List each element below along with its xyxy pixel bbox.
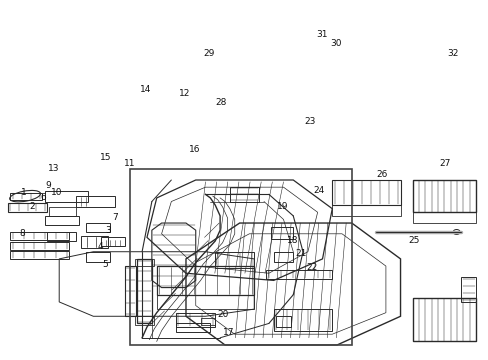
- Text: 7: 7: [112, 213, 118, 222]
- Text: 1: 1: [21, 188, 27, 197]
- Text: 23: 23: [304, 117, 315, 126]
- Text: 15: 15: [100, 153, 111, 162]
- Text: 3: 3: [105, 226, 111, 235]
- Text: 5: 5: [102, 260, 108, 269]
- Text: 2: 2: [29, 202, 35, 211]
- Text: 31: 31: [315, 30, 326, 39]
- Text: 32: 32: [447, 49, 458, 58]
- Text: 10: 10: [51, 188, 62, 197]
- Text: 22: 22: [305, 264, 317, 273]
- Text: 6: 6: [41, 193, 46, 202]
- Text: 18: 18: [286, 236, 297, 245]
- Text: 26: 26: [376, 170, 387, 179]
- Text: 4: 4: [98, 242, 103, 251]
- Text: 25: 25: [407, 236, 419, 245]
- Text: 30: 30: [330, 39, 341, 48]
- Text: 12: 12: [179, 89, 190, 98]
- Text: 8: 8: [20, 229, 25, 238]
- Text: 21: 21: [294, 249, 305, 258]
- Text: 29: 29: [203, 49, 215, 58]
- Text: 20: 20: [216, 310, 228, 319]
- Text: 9: 9: [45, 181, 51, 190]
- Text: 27: 27: [439, 159, 450, 168]
- Text: 16: 16: [189, 145, 200, 154]
- Text: 28: 28: [215, 98, 226, 107]
- Text: 17: 17: [223, 328, 234, 337]
- Text: 13: 13: [47, 164, 59, 173]
- Text: 14: 14: [140, 85, 151, 94]
- Text: 24: 24: [312, 185, 324, 194]
- Text: 19: 19: [276, 202, 288, 211]
- Text: 11: 11: [124, 159, 135, 168]
